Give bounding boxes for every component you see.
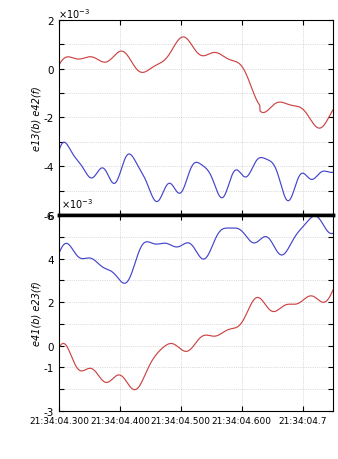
Y-axis label: e41(b) e23(f): e41(b) e23(f) bbox=[31, 281, 41, 346]
Y-axis label: e13(b) e42(f): e13(b) e42(f) bbox=[31, 86, 41, 151]
Text: $\times 10^{-3}$: $\times 10^{-3}$ bbox=[58, 7, 90, 21]
Text: $\times 10^{-3}$: $\times 10^{-3}$ bbox=[61, 197, 93, 211]
